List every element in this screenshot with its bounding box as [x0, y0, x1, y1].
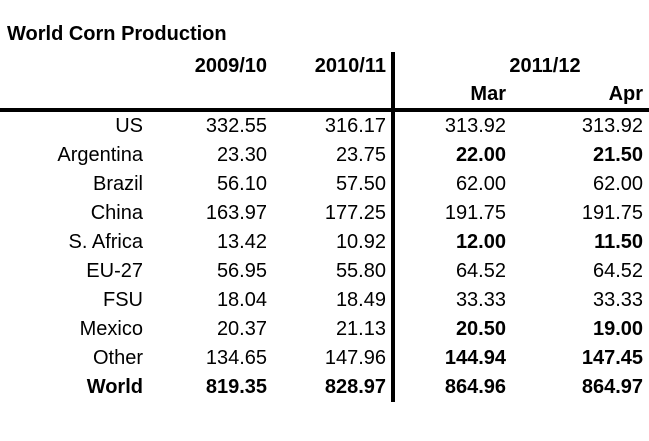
- cell-apr: 313.92: [581, 115, 644, 137]
- cell-mar: 313.92: [391, 110, 511, 141]
- table-row-mexico: Mexico 20.37 21.13 20.50 19.00: [0, 315, 649, 344]
- table-row-eu-27: EU-27 56.95 55.80 64.52 64.52: [0, 257, 649, 286]
- cell-mar: 20.50: [391, 315, 511, 344]
- cell-2009-10: 13.42: [216, 231, 267, 253]
- table-row-brazil: Brazil 56.10 57.50 62.00 62.00: [0, 170, 649, 199]
- cell-2009-10: 18.04: [216, 289, 267, 311]
- row-label: Mexico: [79, 318, 143, 340]
- cell-2009-10: 56.95: [216, 260, 267, 282]
- cell-mar: 864.96: [391, 373, 511, 402]
- month-header-row: Mar Apr: [0, 80, 649, 112]
- cell-2009-10: 163.97: [205, 202, 267, 224]
- header-apr: Apr: [511, 80, 649, 112]
- cell-2009-10: 20.37: [216, 318, 267, 340]
- cell-2010-11: 177.25: [324, 202, 386, 224]
- table-row-us: US 332.55 316.17 313.92 313.92: [0, 110, 649, 141]
- cell-2010-11: 18.49: [335, 289, 386, 311]
- cell-mar: 64.52: [391, 257, 511, 286]
- cell-apr: 33.33: [592, 289, 644, 311]
- cell-mar: 12.00: [391, 228, 511, 257]
- cell-apr: 62.00: [592, 173, 644, 195]
- year-header-row: 2009/10 2010/11 2011/12: [0, 52, 649, 80]
- cell-2010-11: 147.96: [324, 347, 386, 369]
- header-spacer: [148, 80, 272, 112]
- table-row-china: China 163.97 177.25 191.75 191.75: [0, 199, 649, 228]
- cell-2009-10: 56.10: [216, 173, 267, 195]
- cell-2009-10: 23.30: [216, 144, 267, 166]
- header-mar: Mar: [391, 80, 511, 112]
- cell-apr: 64.52: [592, 260, 644, 282]
- corn-production-table: 2009/10 2010/11 2011/12 Mar Apr US 332.5…: [0, 52, 649, 402]
- cell-2010-11: 316.17: [324, 115, 386, 137]
- cell-apr: 21.50: [592, 144, 644, 166]
- cell-2009-10: 819.35: [205, 376, 267, 398]
- cell-2010-11: 55.80: [335, 260, 386, 282]
- header-2010-11: 2010/11: [314, 55, 386, 77]
- cell-mar: 33.33: [391, 286, 511, 315]
- row-label: US: [115, 115, 143, 137]
- cell-apr: 11.50: [594, 231, 644, 253]
- table-row-argentina: Argentina 23.30 23.75 22.00 21.50: [0, 141, 649, 170]
- row-label: FSU: [103, 289, 143, 311]
- row-label: Other: [92, 347, 143, 369]
- header-2011-12: 2011/12: [390, 52, 649, 80]
- page-title: World Corn Production: [7, 23, 227, 45]
- cell-apr: 147.45: [581, 347, 644, 369]
- cell-apr: 864.97: [581, 376, 644, 398]
- row-label: World: [86, 376, 143, 398]
- table-row-other: Other 134.65 147.96 144.94 147.45: [0, 344, 649, 373]
- cell-apr: 191.75: [581, 202, 644, 224]
- table-row-s-africa: S. Africa 13.42 10.92 12.00 11.50: [0, 228, 649, 257]
- row-label: China: [90, 202, 143, 224]
- cell-2009-10: 134.65: [205, 347, 267, 369]
- cell-mar: 62.00: [391, 170, 511, 199]
- cell-mar: 144.94: [391, 344, 511, 373]
- cell-2010-11: 57.50: [335, 173, 386, 195]
- table-row-world-total: World 819.35 828.97 864.96 864.97: [0, 373, 649, 402]
- cell-2010-11: 21.13: [335, 318, 386, 340]
- cell-mar: 191.75: [391, 199, 511, 228]
- cell-2010-11: 10.92: [335, 231, 386, 253]
- row-label: Argentina: [57, 144, 143, 166]
- header-spacer: [0, 52, 148, 80]
- header-spacer: [0, 80, 148, 112]
- cell-2009-10: 332.55: [205, 115, 267, 137]
- row-label: Brazil: [92, 173, 143, 195]
- cell-apr: 19.00: [592, 318, 644, 340]
- cell-2010-11: 828.97: [324, 376, 386, 398]
- cell-mar: 22.00: [391, 141, 511, 170]
- header-spacer: [272, 80, 393, 112]
- table-row-fsu: FSU 18.04 18.49 33.33 33.33: [0, 286, 649, 315]
- cell-2010-11: 23.75: [335, 144, 386, 166]
- row-label: S. Africa: [68, 231, 143, 253]
- header-2009-10: 2009/10: [194, 55, 267, 77]
- row-label: EU-27: [86, 260, 143, 282]
